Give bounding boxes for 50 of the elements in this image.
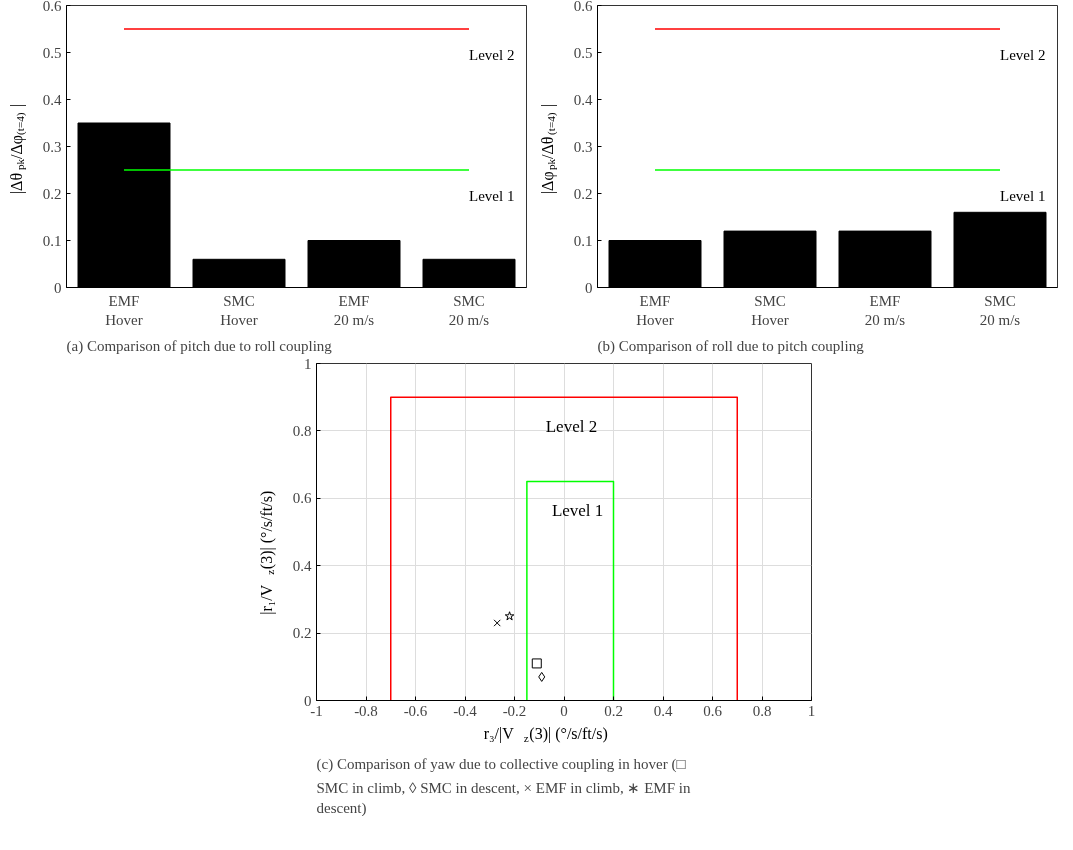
y-tick-label: 0.5 — [42, 44, 62, 61]
y-tick-label: 0 — [585, 279, 593, 296]
y-tick-label: 0.6 — [42, 0, 62, 14]
y-tick-label: 0.3 — [573, 138, 593, 155]
ref-line-label: Level 2 — [469, 47, 515, 63]
text: (a) Comparison of pitch due to roll coupling — [66, 337, 333, 355]
ref-line-label: Level 2 — [1000, 47, 1046, 63]
x-tick-label: EMF 20 m/s — [864, 292, 906, 328]
x-tick-label: -1 — [310, 702, 323, 719]
y-tick-label: 0.4 — [292, 557, 312, 574]
x-tick-label: SMC 20 m/s — [979, 292, 1021, 328]
y-tick-label: 0.4 — [42, 91, 62, 108]
text: (c) Comparison of yaw due to collective coupling in hover (□ SMC in climb, ◊ SMC in descent, × EMF in climb, ∗ EMF in descent) — [316, 755, 691, 817]
x-tick-label: -0.8 — [354, 702, 378, 719]
y-tick-label: 0.8 — [292, 422, 312, 439]
y-axis-title: |Δφpk/Δθ(t=4)| — [538, 103, 559, 195]
x-tick-label: -0.2 — [502, 702, 527, 719]
x-tick-label: 0.8 — [752, 702, 772, 719]
y-tick-label: 0.6 — [573, 0, 593, 14]
x-tick-label: 0.4 — [653, 702, 673, 719]
series-label: Level 2 — [545, 417, 598, 437]
y-tick-label: 0.4 — [573, 91, 593, 108]
x-tick-label: 0 — [560, 702, 568, 719]
y-tick-label: 0.3 — [42, 138, 62, 155]
x-tick-label: -0.6 — [403, 702, 428, 719]
y-tick-label: 0.2 — [573, 185, 593, 202]
x-tick-label: EMF Hover — [636, 292, 674, 328]
x-tick-label: SMC 20 m/s — [448, 292, 490, 328]
x-tick-label: EMF Hover — [105, 292, 143, 328]
y-tick-label: 0 — [54, 279, 62, 296]
y-tick-label: 0.6 — [292, 490, 312, 507]
y-tick-label: 0.5 — [573, 44, 593, 61]
y-tick-label: 1 — [304, 355, 312, 372]
ref-line-label: Level 1 — [1000, 188, 1046, 204]
y-tick-label: 0.1 — [573, 232, 593, 249]
x-tick-label: 0.2 — [604, 702, 623, 719]
x-tick-label: -0.4 — [453, 702, 478, 719]
y-tick-label: 0.2 — [292, 625, 312, 642]
x-tick-label: 1 — [807, 702, 816, 719]
y-tick-label: 0.2 — [42, 185, 62, 202]
x-tick-label: SMC Hover — [751, 292, 789, 328]
y-axis-title: |Δθpk/Δφ(t=4)| — [7, 103, 28, 195]
ref-line-label: Level 1 — [469, 188, 515, 204]
text: (b) Comparison of roll due to pitch coupling — [597, 337, 865, 355]
series-label: Level 1 — [551, 501, 604, 521]
x-tick-label: SMC Hover — [220, 292, 258, 328]
x-tick-label: EMF 20 m/s — [333, 292, 375, 328]
x-tick-label: 0.6 — [703, 702, 723, 719]
y-tick-label: 0.1 — [42, 232, 62, 249]
y-axis-title: |r₁/Vz(3)| (°/s/ft/s) — [257, 490, 277, 615]
